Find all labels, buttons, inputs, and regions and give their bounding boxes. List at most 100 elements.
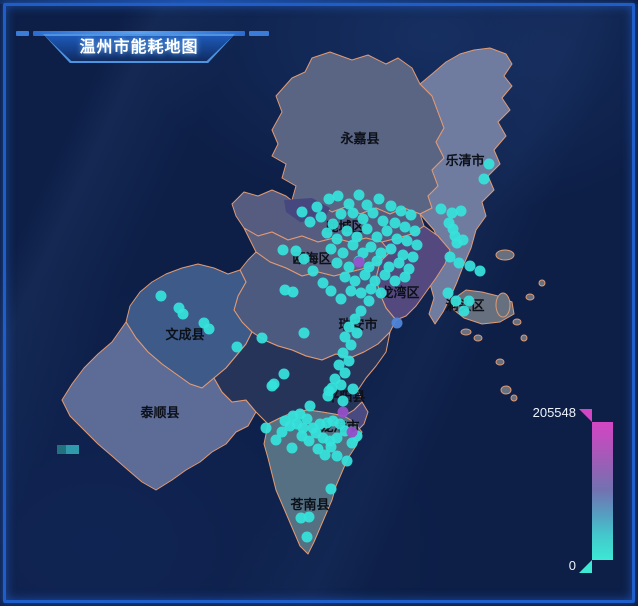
- scatter-point[interactable]: [303, 511, 315, 523]
- scatter-point[interactable]: [322, 390, 334, 402]
- scatter-point[interactable]: [325, 483, 337, 495]
- scatter-point[interactable]: [347, 239, 359, 251]
- visualmap-handle-bottom[interactable]: [579, 560, 592, 573]
- scatter-point[interactable]: [337, 395, 349, 407]
- scatter-point[interactable]: [297, 422, 309, 434]
- scatter-point[interactable]: [367, 207, 379, 219]
- scatter-point[interactable]: [359, 269, 371, 281]
- scatter-point[interactable]: [290, 245, 302, 257]
- scatter-point[interactable]: [357, 213, 369, 225]
- scatter-point[interactable]: [349, 313, 361, 325]
- scatter-point[interactable]: [325, 285, 337, 297]
- scatter-point[interactable]: [363, 295, 375, 307]
- scatter-point[interactable]: [442, 287, 454, 299]
- scatter-point[interactable]: [393, 257, 405, 269]
- scatter-point[interactable]: [389, 275, 401, 287]
- scatter-point[interactable]: [331, 450, 343, 462]
- scatter-point[interactable]: [287, 286, 299, 298]
- scatter-point[interactable]: [401, 235, 413, 247]
- scatter-point[interactable]: [203, 323, 215, 335]
- scatter-point[interactable]: [409, 225, 421, 237]
- scatter-point[interactable]: [301, 413, 313, 425]
- scatter-point-special[interactable]: [346, 426, 358, 438]
- scatter-point[interactable]: [335, 293, 347, 305]
- scatter-point[interactable]: [345, 285, 357, 297]
- scatter-point[interactable]: [339, 367, 351, 379]
- scatter-point[interactable]: [260, 422, 272, 434]
- scatter-point[interactable]: [385, 243, 397, 255]
- scatter-point[interactable]: [256, 332, 268, 344]
- scatter-point[interactable]: [351, 327, 363, 339]
- visualmap-gradient-bar[interactable]: [592, 422, 613, 560]
- scatter-point[interactable]: [464, 260, 476, 272]
- scatter-point[interactable]: [474, 265, 486, 277]
- scatter-point[interactable]: [337, 247, 349, 259]
- scatter-point[interactable]: [304, 400, 316, 412]
- scatter-point[interactable]: [435, 203, 447, 215]
- scatter-point[interactable]: [444, 251, 456, 263]
- scatter-point[interactable]: [343, 355, 355, 367]
- scatter-point[interactable]: [450, 295, 462, 307]
- scatter-point[interactable]: [177, 308, 189, 320]
- scatter-point[interactable]: [317, 277, 329, 289]
- scatter-point[interactable]: [343, 261, 355, 273]
- scatter-point[interactable]: [339, 331, 351, 343]
- scatter-point[interactable]: [307, 265, 319, 277]
- scatter-point[interactable]: [385, 200, 397, 212]
- scatter-point[interactable]: [287, 410, 299, 422]
- scatter-point[interactable]: [446, 207, 458, 219]
- scatter-point[interactable]: [375, 287, 387, 299]
- scatter-point[interactable]: [276, 426, 288, 438]
- scatter-point[interactable]: [411, 239, 423, 251]
- map-region-taishun[interactable]: [61, 321, 257, 491]
- scatter-point[interactable]: [377, 215, 389, 227]
- scatter-point[interactable]: [270, 434, 282, 446]
- scatter-point[interactable]: [319, 449, 331, 461]
- scatter-point[interactable]: [268, 378, 280, 390]
- scatter-point-special[interactable]: [391, 317, 403, 329]
- scatter-point[interactable]: [345, 339, 357, 351]
- scatter-point-special[interactable]: [353, 256, 365, 268]
- scatter-point[interactable]: [341, 225, 353, 237]
- scatter-point[interactable]: [296, 430, 308, 442]
- scatter-point[interactable]: [332, 190, 344, 202]
- scatter-point[interactable]: [315, 211, 327, 223]
- scatter-point[interactable]: [155, 290, 167, 302]
- scatter-point[interactable]: [347, 383, 359, 395]
- scatter-point[interactable]: [335, 208, 347, 220]
- scatter-point[interactable]: [389, 217, 401, 229]
- scatter-point[interactable]: [331, 257, 343, 269]
- scatter-point[interactable]: [399, 221, 411, 233]
- scatter-point[interactable]: [343, 321, 355, 333]
- scatter-point[interactable]: [331, 233, 343, 245]
- scatter-point[interactable]: [337, 347, 349, 359]
- scatter-point[interactable]: [347, 207, 359, 219]
- scatter-point[interactable]: [379, 269, 391, 281]
- scatter-point[interactable]: [325, 243, 337, 255]
- scatter-point[interactable]: [327, 218, 339, 230]
- scatter-point[interactable]: [349, 275, 361, 287]
- scatter-point[interactable]: [361, 199, 373, 211]
- scatter-point[interactable]: [457, 234, 469, 246]
- scatter-point[interactable]: [296, 206, 308, 218]
- scatter-point[interactable]: [295, 512, 307, 524]
- scatter-point[interactable]: [341, 455, 353, 467]
- visualmap-handle-top[interactable]: [579, 409, 592, 422]
- scatter-point[interactable]: [399, 271, 411, 283]
- scatter-point[interactable]: [395, 205, 407, 217]
- scatter-point[interactable]: [365, 241, 377, 253]
- scatter-point[interactable]: [483, 158, 495, 170]
- scatter-point[interactable]: [373, 193, 385, 205]
- scatter-point[interactable]: [453, 257, 465, 269]
- scatter-point[interactable]: [310, 427, 322, 439]
- scatter-point[interactable]: [391, 233, 403, 245]
- scatter-point[interactable]: [325, 441, 337, 453]
- scatter-point[interactable]: [405, 209, 417, 221]
- scatter-point[interactable]: [333, 359, 345, 371]
- scatter-point[interactable]: [407, 251, 419, 263]
- scatter-point-special[interactable]: [337, 406, 349, 418]
- scatter-point[interactable]: [298, 253, 310, 265]
- scatter-point[interactable]: [463, 295, 475, 307]
- scatter-point[interactable]: [355, 305, 367, 317]
